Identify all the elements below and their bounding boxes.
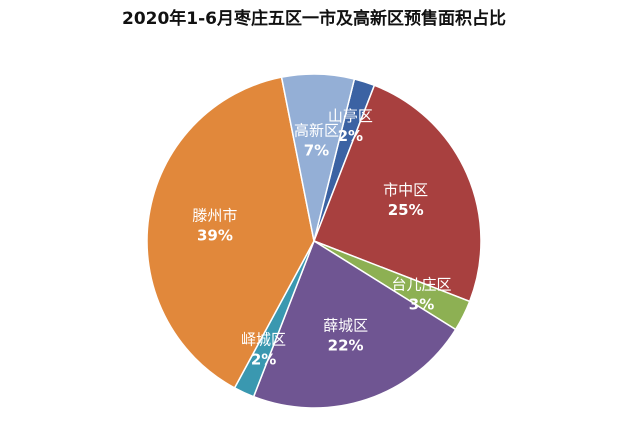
slice-value-label: 3% (409, 295, 434, 313)
slice-label: 市中区 (383, 181, 428, 199)
chart-title: 2020年1-6月枣庄五区一市及高新区预售面积占比 (122, 8, 506, 29)
slice-value-label: 7% (304, 141, 329, 159)
pie-slice (280, 73, 356, 242)
slice-value-label: 25% (388, 201, 424, 219)
pie-slice (313, 84, 482, 303)
pie-slice (146, 76, 315, 389)
slice-value-label: 22% (328, 337, 364, 355)
slice-label: 薛城区 (323, 317, 368, 335)
slice-value-label: 2% (338, 127, 363, 145)
pie-slice (252, 239, 457, 409)
slice-label: 台儿庄区 (392, 275, 452, 293)
slice-value-label: 39% (197, 227, 233, 245)
slice-label: 山亭区 (328, 107, 373, 125)
slice-label: 滕州市 (192, 207, 237, 225)
slice-label: 高新区 (294, 121, 339, 139)
slice-label: 峄城区 (241, 331, 286, 349)
slice-value-label: 2% (251, 351, 276, 369)
